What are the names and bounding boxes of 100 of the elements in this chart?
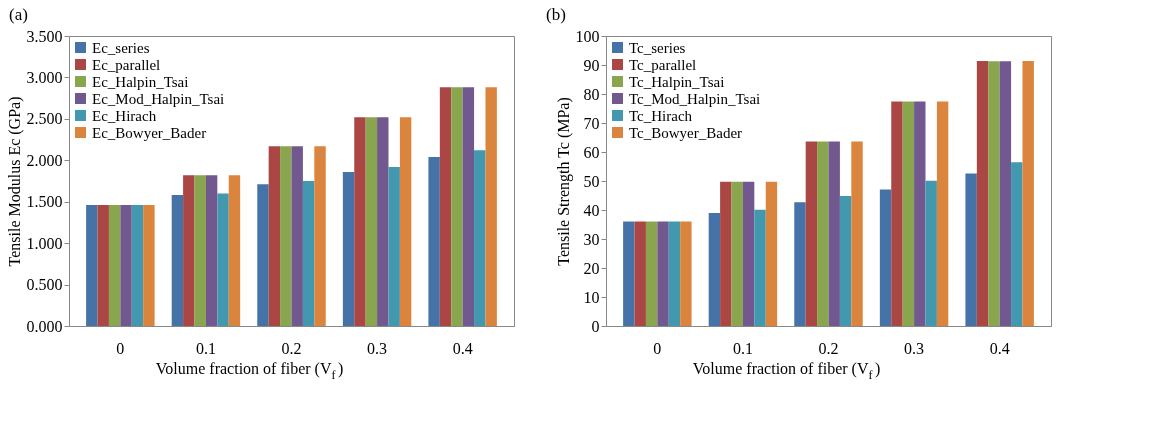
chart-title: (b): [546, 5, 566, 24]
bar: [851, 141, 863, 326]
bar: [634, 221, 646, 326]
bar: [342, 171, 355, 326]
bar: [902, 101, 915, 326]
bar: [754, 209, 766, 326]
legend-label: Tc_Hirach: [629, 107, 693, 124]
bar: [120, 205, 132, 326]
y-tick-label: 50: [583, 172, 600, 190]
bar: [936, 101, 949, 326]
bar: [171, 195, 184, 326]
y-tick-label: 3.000: [26, 68, 63, 86]
x-tick-label: 0.2: [818, 339, 839, 357]
legend-label: Ec_series: [92, 39, 150, 56]
legend-label: Tc_series: [629, 39, 686, 56]
bar: [805, 141, 818, 326]
y-axis-title: Tensile Modulus Ec (GPa): [5, 96, 24, 267]
y-tick-label: 40: [583, 201, 600, 219]
x-tick-label: 0.3: [904, 339, 925, 357]
bar: [268, 146, 281, 326]
bar: [999, 61, 1012, 326]
bar: [976, 60, 989, 326]
bar: [388, 166, 400, 326]
y-tick-label: 2.000: [26, 151, 63, 169]
bar: [257, 184, 269, 326]
legend-label: Tc_Mod_Halpin_Tsai: [629, 90, 761, 107]
bar: [839, 196, 852, 326]
bar: [925, 180, 937, 326]
y-tick-label: 70: [583, 114, 600, 132]
y-tick-label: 90: [583, 56, 600, 74]
y-tick-label: 10: [583, 288, 600, 306]
bar: [914, 101, 926, 326]
legend-label: Ec_Bowyer_Bader: [92, 124, 207, 141]
y-tick-label: 1.000: [26, 234, 63, 252]
bar: [817, 141, 829, 326]
y-tick-label: 20: [583, 259, 600, 277]
legend-label: Tc_parallel: [629, 56, 697, 73]
y-tick-label: 80: [583, 85, 600, 103]
x-tick-label: 0.1: [732, 339, 753, 357]
x-tick-label: 0.4: [452, 339, 473, 357]
bar: [314, 146, 326, 326]
bar: [302, 181, 315, 326]
x-tick-label: 0.3: [367, 339, 388, 357]
bar: [399, 117, 412, 326]
bar: [474, 150, 486, 326]
x-tick-label: 0.4: [989, 339, 1010, 357]
bar: [680, 221, 692, 326]
bar: [280, 146, 292, 326]
x-tick-label: 0.1: [195, 339, 216, 357]
bar: [194, 175, 206, 326]
legend-label: Tc_Bowyer_Bader: [629, 124, 743, 141]
x-tick-label: 0: [653, 339, 662, 357]
y-tick-label: 0.500: [26, 276, 63, 294]
bar: [828, 141, 840, 326]
bar: [86, 205, 98, 326]
bar: [228, 175, 241, 326]
bar: [485, 87, 497, 326]
bar: [354, 117, 366, 326]
bar: [1022, 60, 1034, 326]
x-tick-label: 0: [116, 339, 125, 357]
bar: [731, 181, 743, 326]
bar: [365, 117, 378, 326]
bar: [765, 181, 778, 326]
bar: [657, 221, 669, 326]
bar: [377, 117, 389, 326]
bar: [108, 205, 121, 326]
y-tick-label: 3.500: [26, 27, 63, 45]
legend-label: Ec_parallel: [92, 56, 161, 73]
bar: [217, 193, 229, 326]
bar: [97, 205, 109, 326]
legend-label: Ec_Hirach: [92, 107, 157, 124]
bar: [720, 181, 732, 326]
legend-label: Tc_Halpin_Tsai: [629, 73, 725, 90]
bar: [965, 173, 977, 326]
y-tick-label: 0: [591, 317, 600, 335]
bar: [794, 202, 806, 326]
bar: [708, 212, 721, 326]
bar: [623, 221, 635, 326]
y-tick-label: 0.000: [26, 317, 63, 335]
chart-title: (a): [9, 5, 28, 24]
bar: [439, 87, 452, 326]
bar: [451, 87, 463, 326]
bar: [645, 221, 658, 326]
bar: [462, 87, 475, 326]
bar: [205, 175, 218, 326]
legend-label: Ec_Mod_Halpin_Tsai: [92, 90, 225, 107]
y-tick-label: 2.500: [26, 110, 63, 128]
bar: [131, 205, 144, 326]
bar: [428, 156, 440, 326]
y-tick-label: 100: [575, 27, 600, 45]
bar: [879, 189, 892, 326]
y-tick-label: 1.500: [26, 193, 63, 211]
bar: [742, 181, 755, 326]
bar: [1011, 162, 1023, 326]
bar: [291, 146, 303, 326]
y-tick-label: 60: [583, 143, 600, 161]
bar: [143, 205, 155, 326]
y-tick-label: 30: [583, 230, 600, 248]
bar: [183, 175, 195, 326]
y-axis-title: Tensile Strength Tc (MPa): [554, 97, 573, 266]
